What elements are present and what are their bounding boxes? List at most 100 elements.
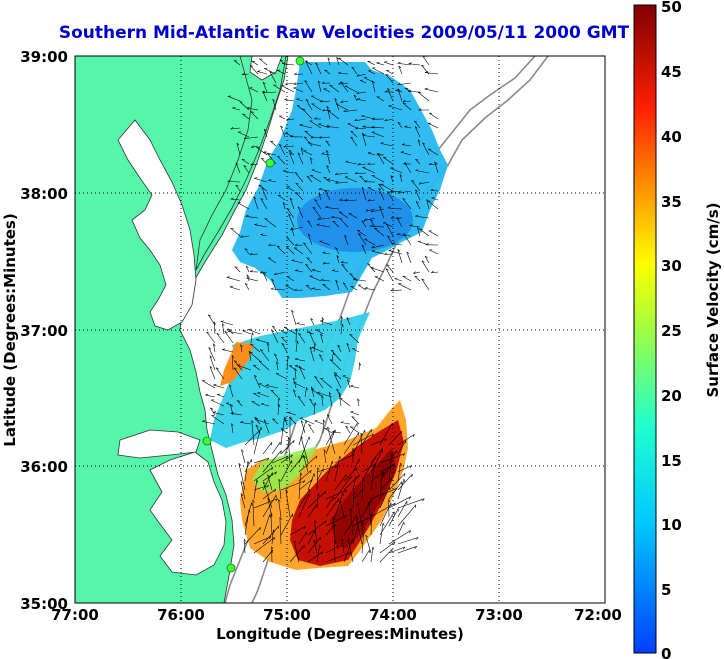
colorbar-label: Surface Velocity (cm/s) (704, 202, 722, 397)
velocity-arrowhead (240, 344, 243, 348)
velocity-arrow (302, 108, 313, 120)
velocity-arrow (429, 249, 439, 255)
velocity-arrow (309, 398, 315, 407)
velocity-arrowhead (307, 233, 311, 237)
velocity-arrowhead (322, 261, 326, 265)
velocity-arrow (384, 61, 394, 66)
velocity-arrow (335, 172, 349, 175)
velocity-arrow (248, 329, 261, 335)
velocity-arrow (321, 395, 324, 407)
velocity-arrowhead (297, 206, 301, 209)
velocity-arrowhead (216, 333, 220, 335)
velocity-arrow (345, 425, 351, 434)
velocity-arrowhead (431, 270, 434, 274)
velocity-arrow (421, 65, 430, 75)
velocity-arrowhead (321, 152, 325, 155)
velocity-arrowhead (209, 366, 213, 369)
velocity-arrowhead (271, 278, 275, 282)
velocity-arrow (240, 422, 252, 425)
velocity-arrow (249, 253, 259, 255)
velocity-arrow (334, 454, 355, 464)
velocity-arrow (352, 525, 359, 545)
colorbar-tick-label: 40 (661, 128, 682, 146)
velocity-arrow (397, 82, 412, 86)
velocity-arrow (257, 71, 268, 75)
velocity-arrow (258, 383, 270, 389)
velocity-arrow (300, 420, 306, 434)
velocity-arrow (402, 102, 412, 111)
velocity-arrow (352, 489, 364, 500)
velocity-arrow (332, 270, 340, 273)
velocity-arrow (385, 223, 394, 237)
velocity-arrowhead (268, 243, 272, 246)
velocity-arrow (284, 99, 295, 102)
velocity-arrow (347, 379, 351, 389)
velocity-arrow (295, 192, 304, 201)
velocity-arrow (232, 107, 241, 111)
velocity-arrow (298, 493, 310, 518)
velocity-arrowhead (227, 179, 231, 182)
velocity-arrow (428, 163, 439, 165)
velocity-arrowhead (286, 117, 290, 120)
velocity-arrow (357, 284, 367, 291)
velocity-arrowhead (331, 215, 335, 218)
velocity-arrow (434, 161, 439, 174)
velocity-arrowhead (220, 320, 224, 322)
velocity-arrow (293, 87, 304, 93)
y-tick-label: 39:00 (20, 48, 68, 66)
velocity-arrow (342, 282, 349, 291)
velocity-arrowhead (245, 265, 249, 269)
velocity-arrowhead (279, 143, 282, 147)
velocity-arrow (237, 202, 250, 210)
velocity-arrow (348, 213, 358, 219)
velocity-arrowhead (411, 474, 413, 478)
velocity-arrowhead (341, 538, 344, 542)
velocity-arrow (397, 462, 401, 482)
velocity-arrow (215, 367, 225, 380)
velocity-arrowhead (366, 517, 370, 521)
velocity-arrowhead (295, 182, 299, 185)
velocity-arrowhead (288, 150, 292, 152)
velocity-arrowhead (332, 460, 334, 464)
velocity-arrow (398, 65, 403, 75)
velocity-arrowhead (350, 411, 354, 413)
velocity-arrow (267, 474, 273, 491)
velocity-arrowhead (362, 125, 366, 127)
velocity-arrowhead (403, 478, 405, 482)
velocity-arrow (230, 127, 241, 130)
velocity-arrow (398, 283, 412, 291)
velocity-arrow (317, 392, 333, 398)
velocity-arrow (310, 386, 315, 398)
velocity-arrowhead (297, 152, 301, 155)
velocity-arrow (295, 182, 304, 192)
radar-station (226, 563, 236, 573)
velocity-arrowhead (313, 473, 315, 477)
velocity-arrowhead (390, 175, 394, 178)
velocity-arrow (206, 331, 216, 344)
velocity-arrowhead (367, 162, 371, 165)
velocity-arrow (304, 130, 313, 138)
velocity-arrowhead (415, 201, 419, 204)
velocity-arrow (249, 351, 261, 362)
velocity-arrowhead (409, 530, 412, 534)
velocity-arrow (316, 544, 320, 563)
velocity-arrow (397, 521, 405, 536)
velocity-arrow (270, 288, 286, 291)
velocity-arrow (251, 420, 255, 446)
velocity-arrowhead (271, 549, 273, 553)
velocity-arrow (367, 61, 376, 66)
velocity-arrowhead (388, 249, 392, 251)
velocity-arrow (428, 123, 439, 129)
velocity-arrow (397, 88, 403, 102)
velocity-arrow (355, 516, 363, 545)
velocity-arrow (289, 526, 306, 536)
velocity-arrow (222, 349, 234, 353)
velocity-arrowhead (384, 252, 388, 255)
velocity-arrow (344, 199, 358, 202)
velocity-arrowhead (284, 98, 288, 100)
velocity-arrow (234, 266, 241, 273)
velocity-arrow (253, 466, 274, 482)
velocity-arrow (262, 90, 268, 102)
velocity-arrow (250, 163, 259, 166)
velocity-arrowhead (340, 421, 344, 423)
